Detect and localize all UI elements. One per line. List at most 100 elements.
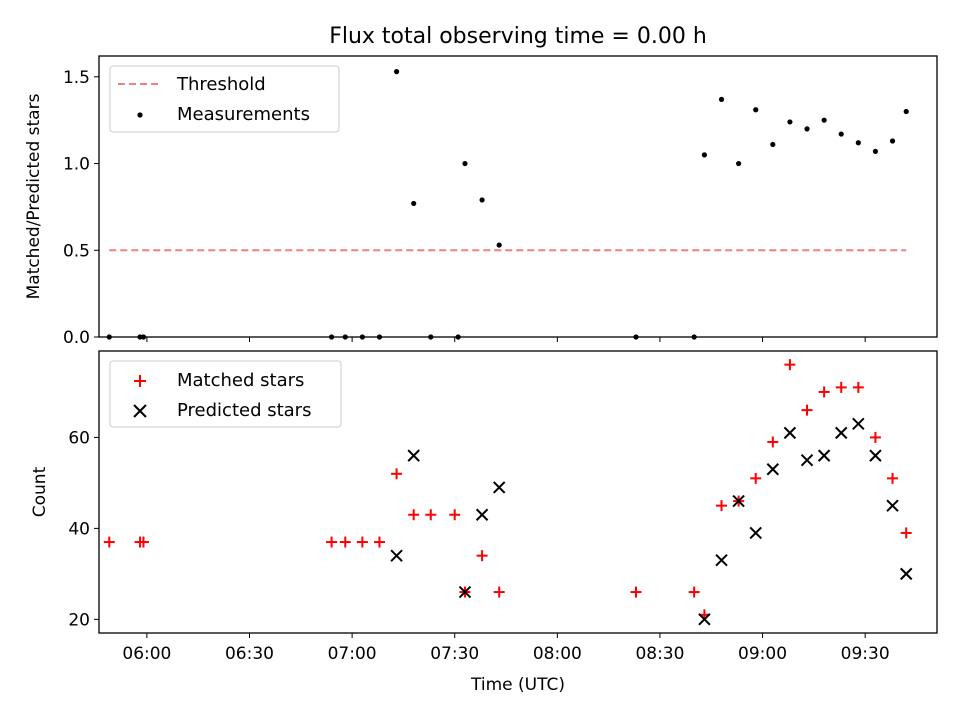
top-legend-box	[109, 65, 340, 133]
predicted-point-13	[835, 426, 848, 440]
top-ylabel: Matched/Predicted stars	[24, 93, 44, 299]
matched-point-3	[326, 536, 338, 548]
measurement-point-27	[889, 138, 896, 144]
matched-point-7	[391, 468, 403, 480]
bottom-ytick-label-1: 40	[68, 519, 90, 539]
matched-point-9	[425, 509, 437, 521]
measurement-point-11	[462, 160, 468, 167]
measurement-point-7	[393, 69, 400, 75]
predicted-point-1	[407, 449, 420, 462]
matched-point-20	[767, 436, 779, 448]
predicted-point-16	[886, 499, 899, 512]
bottom-ylabel: Count	[30, 466, 50, 517]
matched-point-0	[103, 536, 115, 548]
predicted-point-14	[852, 417, 865, 430]
matched-point-14	[630, 586, 642, 598]
top-ytick-label-3: 1.5	[63, 68, 90, 88]
predicted-point-5	[698, 613, 711, 626]
measurement-point-4	[342, 334, 348, 340]
matched-point-5	[356, 536, 368, 548]
bottom-xtick-label-3: 07:30	[430, 644, 479, 664]
bottom-xtick-label-6: 09:00	[738, 644, 787, 664]
measurement-point-19	[753, 107, 759, 113]
top-ytick-label-1: 0.5	[63, 241, 90, 261]
measurement-point-10	[455, 334, 461, 340]
matched-point-23	[818, 386, 830, 398]
measurement-point-23	[821, 117, 827, 123]
measurement-point-26	[872, 148, 879, 155]
bottom-ytick-label-0: 20	[68, 610, 90, 630]
measurement-point-18	[736, 160, 742, 167]
predicted-point-17	[900, 567, 913, 581]
measurement-point-8	[411, 200, 417, 207]
matched-point-10	[449, 509, 461, 521]
matched-point-12	[476, 550, 488, 562]
bottom-panel: 20 40 60 06:00 06:30 07:00 07:30 08:00 08:30 09:…	[30, 350, 938, 695]
predicted-point-9	[766, 463, 780, 476]
legend-predicted-label: Predicted stars	[177, 400, 311, 421]
bottom-xtick-label-2: 07:00	[328, 644, 377, 664]
predicted-point-12	[817, 449, 831, 462]
matched-point-22	[801, 404, 813, 416]
predicted-point-8	[749, 526, 762, 540]
top-legend: Threshold Measurements	[109, 65, 340, 133]
top-ytick-label-0: 0.0	[63, 328, 90, 348]
legend-measurements-swatch	[137, 112, 143, 118]
bottom-xtick-label-1: 06:30	[225, 644, 274, 664]
top-panel: 0.0 0.5 1.0 1.5 Matched/Predicted stars Thr…	[24, 55, 938, 348]
matched-point-13	[493, 586, 505, 598]
measurement-point-12	[479, 197, 485, 203]
matched-point-28	[900, 527, 912, 539]
matched-point-27	[887, 472, 899, 484]
measurement-point-16	[701, 152, 708, 158]
bottom-xlabel: Time (UTC)	[470, 675, 565, 695]
matched-point-19	[750, 472, 762, 484]
measurement-point-25	[855, 140, 861, 146]
chart-title: Flux total observing time = 0.00 h	[329, 24, 707, 49]
legend-predicted-swatch	[133, 404, 147, 418]
matched-point-24	[835, 381, 847, 393]
bottom-xtick-label-4: 08:00	[533, 644, 582, 664]
top-ytick-label-2: 1.0	[63, 155, 90, 175]
measurement-point-0	[106, 334, 112, 340]
matched-point-21	[784, 359, 796, 371]
bottom-xtick-label-0: 06:00	[122, 644, 171, 664]
bottom-ytick-label-2: 60	[68, 428, 90, 448]
measurement-point-3	[328, 334, 335, 340]
measurement-point-14	[633, 334, 639, 340]
matched-point-4	[339, 536, 351, 548]
bottom-xtick-label-7: 09:30	[841, 644, 890, 664]
predicted-point-15	[869, 449, 882, 462]
measurement-point-17	[718, 96, 725, 102]
measurement-point-13	[496, 242, 502, 248]
legend-matched-swatch	[134, 375, 146, 387]
measurement-point-9	[428, 334, 434, 340]
predicted-point-0	[390, 549, 403, 562]
measurement-point-15	[691, 334, 697, 340]
predicted-point-2	[458, 585, 472, 599]
predicted-point-10	[783, 426, 797, 440]
legend-threshold-label: Threshold	[176, 74, 266, 95]
predicted-point-11	[800, 453, 814, 467]
predicted-point-6	[715, 554, 728, 567]
matched-point-15	[688, 586, 700, 598]
measurement-point-22	[804, 126, 810, 132]
predicted-point-7	[732, 494, 745, 508]
measurement-point-2	[140, 334, 147, 340]
measurement-point-24	[838, 131, 844, 137]
legend-matched-label: Matched stars	[177, 370, 304, 391]
matched-point-26	[869, 431, 881, 443]
measurement-point-20	[770, 141, 776, 148]
predicted-point-4	[492, 481, 506, 494]
matched-point-6	[373, 536, 385, 548]
predicted-point-3	[475, 508, 489, 521]
measurement-point-21	[787, 119, 793, 125]
matched-point-17	[716, 500, 728, 512]
bottom-legend: Matched stars Predicted stars	[109, 360, 342, 428]
measurement-point-28	[903, 108, 909, 115]
measurement-point-5	[359, 334, 365, 340]
legend-measurements-label: Measurements	[177, 104, 310, 125]
measurement-point-6	[376, 334, 383, 340]
bottom-xtick-label-5: 08:30	[635, 644, 684, 664]
